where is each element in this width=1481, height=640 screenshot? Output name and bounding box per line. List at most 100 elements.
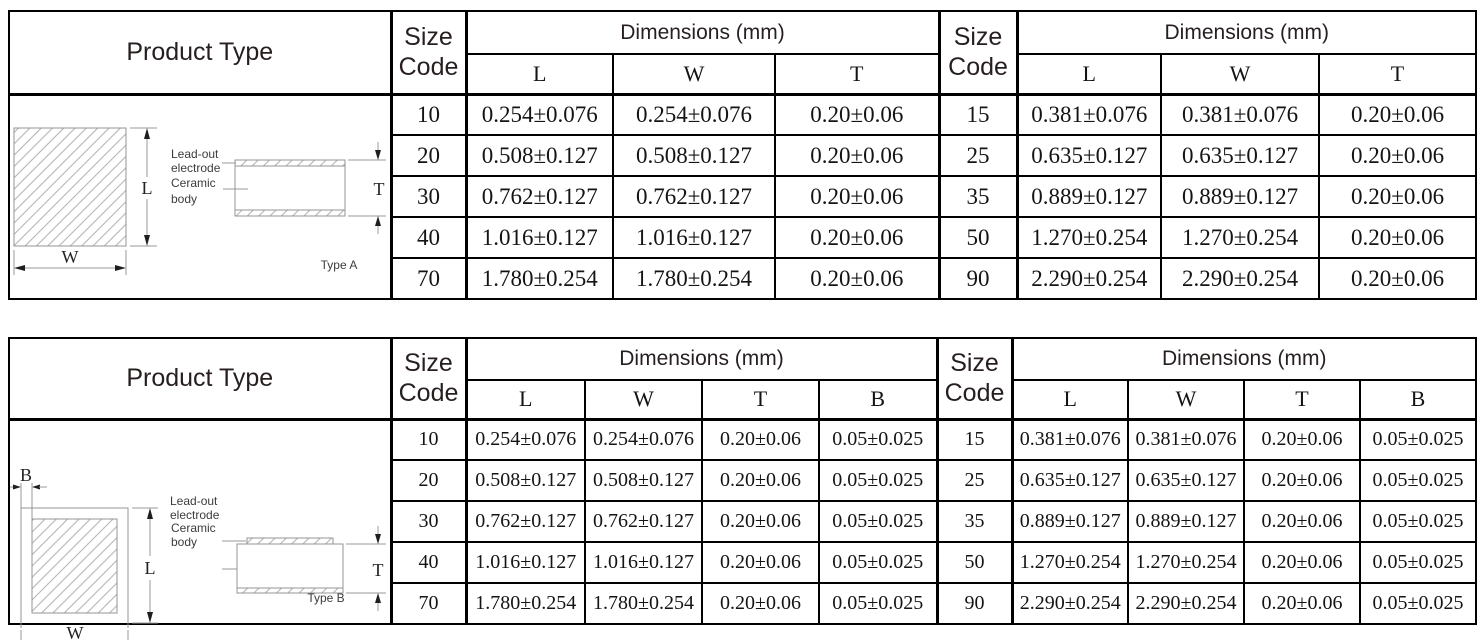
dimension-value-cell: 0.20±0.06 <box>1243 500 1362 543</box>
size-code-cell: 15 <box>935 418 1014 461</box>
dimension-value-cell: 0.20±0.06 <box>701 418 820 461</box>
dimensions-header-right: Dimensions (mm) <box>1011 337 1478 381</box>
dim-t-label: T <box>374 179 385 199</box>
dim-w-label: W <box>67 623 84 640</box>
dimension-value-cell: 0.635±0.127 <box>1160 134 1321 177</box>
dim-l: L <box>132 507 158 624</box>
svg-text:body: body <box>171 535 197 549</box>
svg-text:Ceramic: Ceramic <box>171 521 216 535</box>
dimension-value-cell: 0.381±0.076 <box>1127 418 1246 461</box>
svg-text:body: body <box>171 192 197 206</box>
dimension-value-cell: 0.762±0.127 <box>612 175 776 218</box>
svg-text:Ceramic: Ceramic <box>171 176 216 190</box>
size-code-cell: 10 <box>389 418 468 461</box>
dimension-value-cell: 0.254±0.076 <box>465 418 586 461</box>
size-code-cell: 40 <box>389 216 468 259</box>
side-view <box>234 159 346 217</box>
size-code-cell: 70 <box>389 257 468 300</box>
dimension-value-cell: 0.20±0.06 <box>1243 541 1362 584</box>
type-b-diagram: B L W Lead-out electrode Ceramic body <box>10 465 386 640</box>
dimension-value-cell: 2.290±0.254 <box>1011 582 1130 625</box>
size-code-cell: 30 <box>389 175 468 218</box>
dimension-value-cell: 0.254±0.076 <box>612 93 776 136</box>
lead-out-electrode-label: Lead-out electrode <box>171 147 236 175</box>
size-code-cell: 25 <box>937 134 1019 177</box>
dimension-value-cell: 0.508±0.127 <box>584 459 703 502</box>
dimension-value-cell: 1.780±0.254 <box>465 257 614 300</box>
col-header-w-left: W <box>584 379 703 421</box>
col-header-t-right: T <box>1243 379 1362 421</box>
col-header-l-right: L <box>1016 53 1163 96</box>
size-code-cell: 90 <box>935 582 1014 625</box>
dimension-value-cell: 0.20±0.06 <box>701 582 820 625</box>
dimension-value-cell: 0.20±0.06 <box>773 216 941 259</box>
dimension-value-cell: 1.270±0.254 <box>1160 216 1321 259</box>
dimension-value-cell: 0.20±0.06 <box>1243 418 1362 461</box>
svg-text:electrode: electrode <box>170 508 220 522</box>
product-type-header: Product Type <box>8 337 393 421</box>
dimension-value-cell: 1.270±0.254 <box>1011 541 1130 584</box>
side-view <box>236 537 344 594</box>
size-code-cell: 90 <box>937 257 1019 300</box>
dimension-value-cell: 0.20±0.06 <box>701 459 820 502</box>
col-header-w-right: W <box>1160 53 1321 96</box>
col-header-b-left: B <box>817 379 939 421</box>
size-code-cell: 50 <box>935 541 1014 584</box>
col-header-t-left: T <box>773 53 941 96</box>
dimension-value-cell: 0.20±0.06 <box>701 541 820 584</box>
dimension-value-cell: 1.270±0.254 <box>1016 216 1163 259</box>
dimension-value-cell: 0.20±0.06 <box>1318 257 1478 300</box>
dimension-value-cell: 0.381±0.076 <box>1160 93 1321 136</box>
dimension-value-cell: 0.05±0.025 <box>1359 582 1478 625</box>
col-header-w-right: W <box>1127 379 1246 421</box>
dimension-value-cell: 1.780±0.254 <box>465 582 586 625</box>
size-code-cell: 10 <box>389 93 468 136</box>
dimension-value-cell: 0.20±0.06 <box>773 175 941 218</box>
ceramic-body-label: Ceramic body <box>171 176 248 206</box>
col-header-l-right: L <box>1011 379 1130 421</box>
dimension-value-cell: 0.20±0.06 <box>701 500 820 543</box>
dimension-value-cell: 0.635±0.127 <box>1016 134 1163 177</box>
size-code-cell: 40 <box>389 541 468 584</box>
product-type-header: Product Type <box>8 10 393 96</box>
dimension-value-cell: 0.20±0.06 <box>773 93 941 136</box>
dim-l: L <box>130 127 157 247</box>
dimension-value-cell: 0.889±0.127 <box>1016 175 1163 218</box>
size-code-cell: 20 <box>389 134 468 177</box>
dimension-value-cell: 0.254±0.076 <box>465 93 614 136</box>
front-view <box>20 507 129 628</box>
size-code-cell: 70 <box>389 582 468 625</box>
dimension-value-cell: 0.05±0.025 <box>1359 500 1478 543</box>
dimension-value-cell: 0.20±0.06 <box>1318 175 1478 218</box>
dim-w-label: W <box>62 247 79 267</box>
dimension-value-cell: 0.508±0.127 <box>612 134 776 177</box>
svg-text:Lead-out: Lead-out <box>171 147 219 161</box>
dimension-value-cell: 0.20±0.06 <box>1243 459 1362 502</box>
type-a-label: Type A <box>321 258 358 272</box>
dim-l-label: L <box>145 558 156 578</box>
dimension-value-cell: 0.05±0.025 <box>817 582 939 625</box>
type-a-diagram: L W Lead-out electrode Ceramic body T Ty… <box>13 127 386 275</box>
size-code-cell: 15 <box>937 93 1019 136</box>
size-code-header-right: Size Code <box>937 10 1019 96</box>
size-code-header-left: Size Code <box>389 10 468 96</box>
dimension-value-cell: 0.20±0.06 <box>1318 93 1478 136</box>
dimension-value-cell: 2.290±0.254 <box>1160 257 1321 300</box>
type-a-table: Product Type Size Code Dimensions (mm) S… <box>8 10 1478 300</box>
dim-t: T <box>346 526 386 611</box>
dim-t-label: T <box>373 560 384 580</box>
dim-t: T <box>348 142 386 234</box>
dimensions-header-left: Dimensions (mm) <box>464 10 941 55</box>
dimensions-header-right: Dimensions (mm) <box>1016 10 1478 55</box>
dimension-value-cell: 0.381±0.076 <box>1016 93 1163 136</box>
col-header-t-left: T <box>701 379 820 421</box>
dimension-value-cell: 2.290±0.254 <box>1127 582 1246 625</box>
lead-out-electrode-label: Lead-out electrode <box>170 494 246 542</box>
size-code-cell: 25 <box>935 459 1014 502</box>
dimension-value-cell: 0.05±0.025 <box>817 500 939 543</box>
dimension-value-cell: 0.508±0.127 <box>465 459 586 502</box>
dimension-value-cell: 0.381±0.076 <box>1011 418 1130 461</box>
dimension-value-cell: 0.762±0.127 <box>584 500 703 543</box>
dimension-value-cell: 0.254±0.076 <box>584 418 703 461</box>
size-code-cell: 20 <box>389 459 468 502</box>
